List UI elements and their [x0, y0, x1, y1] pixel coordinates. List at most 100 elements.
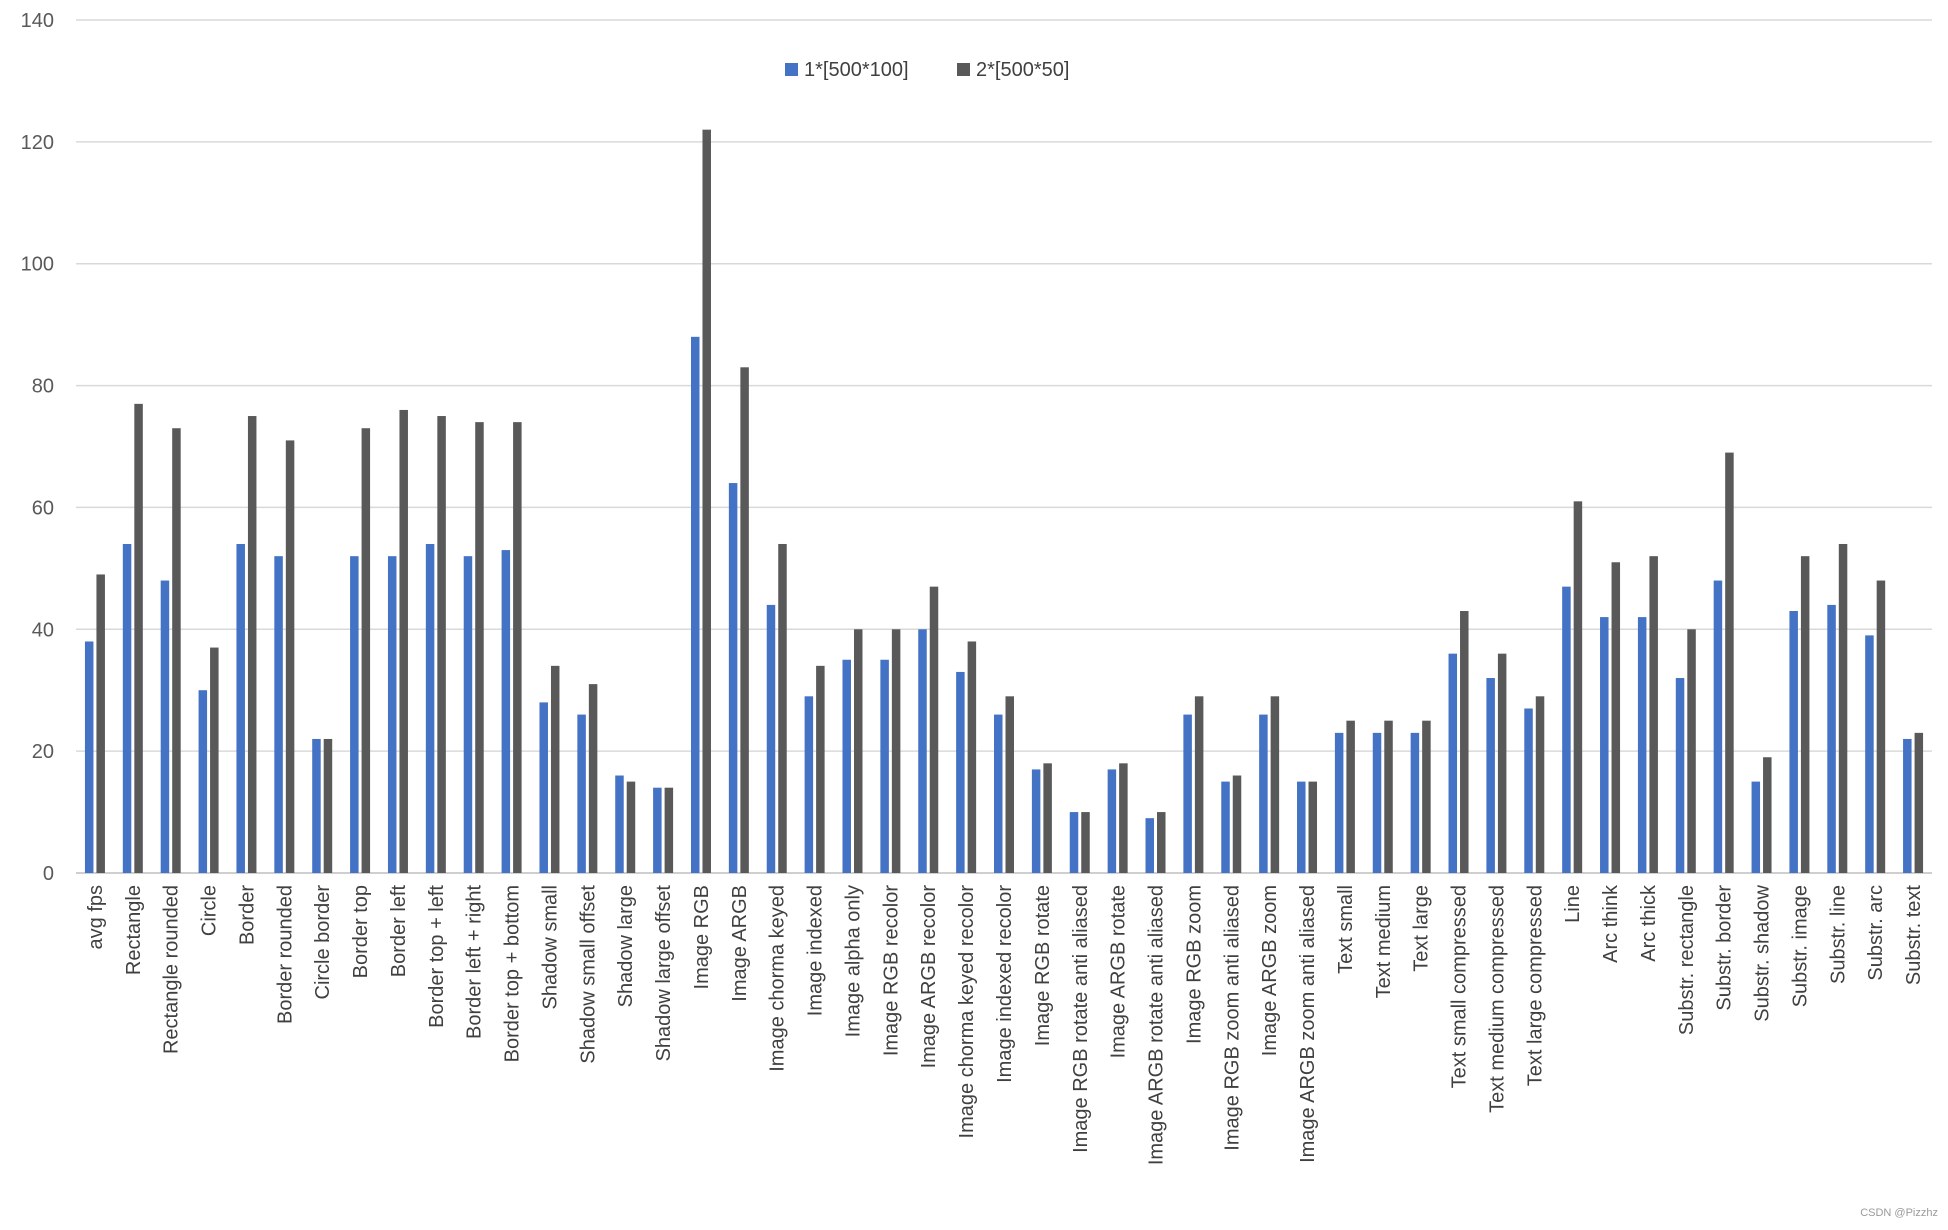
bar-series-2-12 [550, 665, 560, 873]
x-tick-label: Border [236, 885, 258, 945]
bar-series-1-14 [615, 775, 624, 873]
bar-series-2-21 [891, 629, 901, 873]
bar-series-1-8 [387, 556, 397, 873]
x-tick-label: Shadow large [615, 885, 637, 1007]
bar-series-1-15 [653, 787, 662, 873]
bar-series-1-44 [1751, 781, 1761, 873]
bar-series-2-5 [285, 440, 295, 873]
bar-series-1-2 [160, 580, 170, 873]
bar-series-2-1 [134, 403, 143, 873]
bar-series-1-1 [122, 543, 132, 873]
bar-series-1-43 [1713, 580, 1723, 873]
bar-series-1-26 [1069, 812, 1079, 873]
bar-series-1-25 [1031, 769, 1041, 873]
bar-series-2-34 [1384, 720, 1393, 873]
bar-series-1-40 [1600, 617, 1609, 873]
bar-series-1-35 [1410, 732, 1420, 873]
bar-series-2-6 [323, 738, 333, 873]
x-tick-label: Substr. arc [1865, 885, 1887, 981]
bar-series-1-3 [198, 690, 208, 873]
x-tick-label: Border left [388, 885, 410, 978]
bar-series-2-32 [1308, 781, 1318, 873]
bar-series-1-39 [1562, 586, 1571, 873]
x-tick-label: Image alpha only [842, 885, 864, 1037]
bar-series-1-29 [1183, 714, 1192, 873]
bar-series-2-3 [210, 647, 219, 873]
bar-series-1-11 [501, 550, 511, 873]
bar-series-2-10 [475, 422, 484, 873]
bar-series-1-4 [236, 543, 245, 873]
x-tick-label: Image ARGB [729, 885, 751, 1002]
x-tick-label: Border top + bottom [502, 885, 524, 1062]
bar-series-1-28 [1145, 818, 1155, 873]
x-tick-label: Rectangle rounded [161, 885, 183, 1054]
bar-series-2-48 [1914, 732, 1924, 873]
bar-series-1-37 [1486, 678, 1495, 873]
x-tick-label: Text small compressed [1449, 885, 1471, 1088]
x-tick-label: Circle border [312, 885, 334, 1000]
legend-swatch-2 [957, 63, 970, 76]
bar-series-2-17 [740, 367, 749, 873]
y-tick-label: 40 [32, 619, 54, 641]
x-tick-label: Text large [1411, 885, 1433, 972]
bar-series-1-27 [1107, 769, 1117, 873]
legend-swatch-1 [785, 63, 798, 76]
x-tick-label: Line [1562, 885, 1584, 923]
x-tick-label: Image ARGB recolor [918, 885, 940, 1069]
bar-series-1-38 [1524, 708, 1533, 873]
bar-series-2-9 [437, 416, 446, 873]
x-tick-label: Image indexed recolor [994, 885, 1016, 1083]
bar-series-2-0 [96, 574, 105, 873]
watermark: CSDN @Pizzhz [1860, 1207, 1938, 1219]
bar-series-2-18 [778, 543, 787, 873]
y-tick-label: 140 [21, 10, 54, 32]
bar-series-2-19 [816, 665, 825, 873]
bar-series-2-39 [1573, 501, 1583, 873]
x-tick-label: Image RGB rotate [1032, 885, 1054, 1046]
bar-series-1-46 [1827, 604, 1836, 873]
x-tick-label: Image ARGB rotate [1108, 885, 1130, 1058]
x-tick-label: Image ARGB zoom anti aliased [1297, 885, 1319, 1163]
bar-series-2-27 [1119, 763, 1128, 873]
bar-series-1-45 [1789, 611, 1798, 873]
bar-series-1-18 [766, 604, 776, 873]
x-tick-label: Shadow small [539, 885, 561, 1010]
x-tick-label: Border rounded [274, 885, 296, 1024]
x-tick-label: Text medium [1373, 885, 1395, 998]
bar-series-2-11 [513, 422, 522, 873]
x-tick-label: Substr. line [1827, 885, 1849, 984]
bar-series-2-31 [1270, 696, 1280, 873]
bar-series-1-30 [1221, 781, 1230, 873]
x-tick-label: Substr. border [1714, 885, 1736, 1011]
bar-series-2-42 [1687, 629, 1696, 873]
bar-series-1-34 [1372, 732, 1382, 873]
bar-series-1-48 [1903, 738, 1912, 873]
bar-series-1-16 [690, 336, 700, 873]
legend-label-2: 2*[500*50] [976, 59, 1069, 81]
bar-series-1-7 [350, 556, 359, 873]
bar-series-1-21 [880, 659, 889, 873]
y-tick-label: 20 [32, 741, 54, 763]
bar-series-2-14 [626, 781, 636, 873]
bar-series-2-13 [588, 684, 598, 873]
y-tick-label: 120 [21, 132, 54, 154]
bar-series-1-10 [463, 556, 473, 873]
bar-series-2-30 [1232, 775, 1242, 873]
x-tick-label: Border left + right [464, 885, 486, 1039]
bar-series-1-9 [425, 543, 435, 873]
y-tick-label: 100 [21, 254, 54, 276]
bar-series-1-19 [804, 696, 814, 873]
bar-series-2-47 [1876, 580, 1886, 873]
bar-series-2-28 [1157, 812, 1166, 873]
bar-series-2-15 [664, 787, 674, 873]
x-tick-label: Image RGB rotate anti aliased [1070, 885, 1092, 1153]
bar-series-2-20 [853, 629, 863, 873]
bar-series-2-40 [1611, 562, 1621, 873]
bar-series-2-24 [1005, 696, 1014, 873]
bar-series-1-24 [994, 714, 1003, 873]
bar-series-1-36 [1448, 653, 1458, 873]
bar-series-2-38 [1535, 696, 1545, 873]
bar-series-1-0 [84, 641, 94, 873]
legend-label-1: 1*[500*100] [804, 59, 909, 81]
x-tick-label: Image chorma keyed recolor [956, 885, 978, 1139]
